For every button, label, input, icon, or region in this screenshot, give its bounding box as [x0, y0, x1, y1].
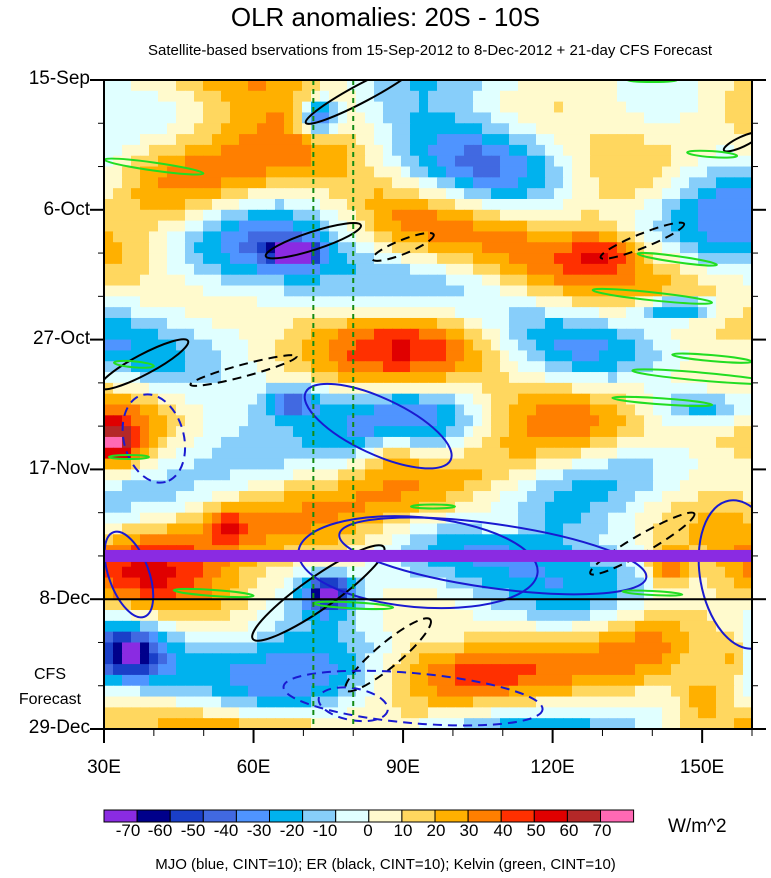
colorbar-label: 0 [363, 821, 373, 840]
er-contour [104, 338, 190, 391]
y-tick-label: 8-Dec [39, 588, 90, 609]
kelvin-contour [686, 149, 739, 159]
x-tick-label: 150E [679, 757, 725, 778]
x-tick-label: 30E [87, 757, 121, 778]
mjo-contour [121, 393, 187, 484]
er-contour [371, 231, 435, 262]
kelvin-contour [636, 251, 718, 267]
colorbar-label: -50 [180, 821, 206, 840]
colorbar-label: 10 [393, 821, 413, 840]
reference-overlays [104, 80, 752, 729]
kelvin-contour [626, 80, 679, 83]
y-tick-label: 6-Oct [43, 199, 90, 220]
colorbar-label: -10 [312, 821, 338, 840]
colorbar-label: -70 [115, 821, 141, 840]
olr-anomaly-shading [104, 80, 752, 729]
mjo-contour [282, 669, 544, 727]
y-tick-label: 17-Nov [28, 458, 90, 479]
plot-axes [90, 79, 766, 743]
kelvin-contour [409, 503, 456, 510]
colorbar-swatch [600, 809, 635, 823]
colorbar-label: 30 [459, 821, 479, 840]
kelvin-contour [172, 587, 255, 599]
forecast-label-line1: CFS [34, 666, 66, 683]
mjo-contour [697, 499, 752, 650]
mjo-contour [317, 686, 389, 723]
kelvin-contour [591, 287, 713, 305]
current-day-bar [104, 549, 752, 562]
chart-title: OLR anomalies: 20S - 10S [230, 2, 541, 32]
mjo-contour [338, 516, 648, 596]
colorbar-label: 20 [426, 821, 446, 840]
contour-legend: MJO (blue, CINT=10); ER (black, CINT=10)… [155, 856, 616, 873]
colorbar [103, 809, 635, 823]
y-tick-label: 27-Oct [32, 328, 90, 349]
kelvin-contour [621, 589, 684, 597]
y-tick-label: 29-Dec [28, 717, 90, 738]
mjo-contour [104, 530, 155, 619]
kelvin-contour [611, 395, 714, 408]
chart-subtitle: Satellite-based bservations from 15-Sep-… [147, 42, 713, 59]
wave-contours [104, 80, 752, 727]
colorbar-label: 50 [526, 821, 546, 840]
kelvin-contour [631, 368, 752, 385]
er-contour [304, 80, 422, 125]
plot-frame [103, 79, 753, 730]
er-contour [264, 222, 362, 260]
colorbar-label: -20 [279, 821, 305, 840]
mjo-contour [303, 382, 453, 470]
colorbar-units: W/m^2 [668, 816, 727, 837]
kelvin-contour [112, 359, 155, 369]
er-contour [344, 617, 432, 693]
forecast-label-line2: Forecast [18, 691, 82, 708]
colorbar-label: -60 [147, 821, 173, 840]
er-contour [722, 131, 752, 153]
colorbar-label: -30 [246, 821, 272, 840]
colorbar-label: 40 [493, 821, 513, 840]
kelvin-contour [107, 454, 150, 461]
y-tick-label: 15-Sep [28, 68, 90, 89]
colorbar-label: -40 [213, 821, 239, 840]
colorbar-label: 70 [592, 821, 612, 840]
x-tick-label: 120E [530, 757, 575, 778]
colorbar-label: 60 [559, 821, 579, 840]
x-tick-label: 90E [386, 757, 420, 778]
er-contour [189, 354, 298, 387]
x-tick-label: 60E [236, 757, 271, 778]
er-contour [599, 221, 686, 260]
